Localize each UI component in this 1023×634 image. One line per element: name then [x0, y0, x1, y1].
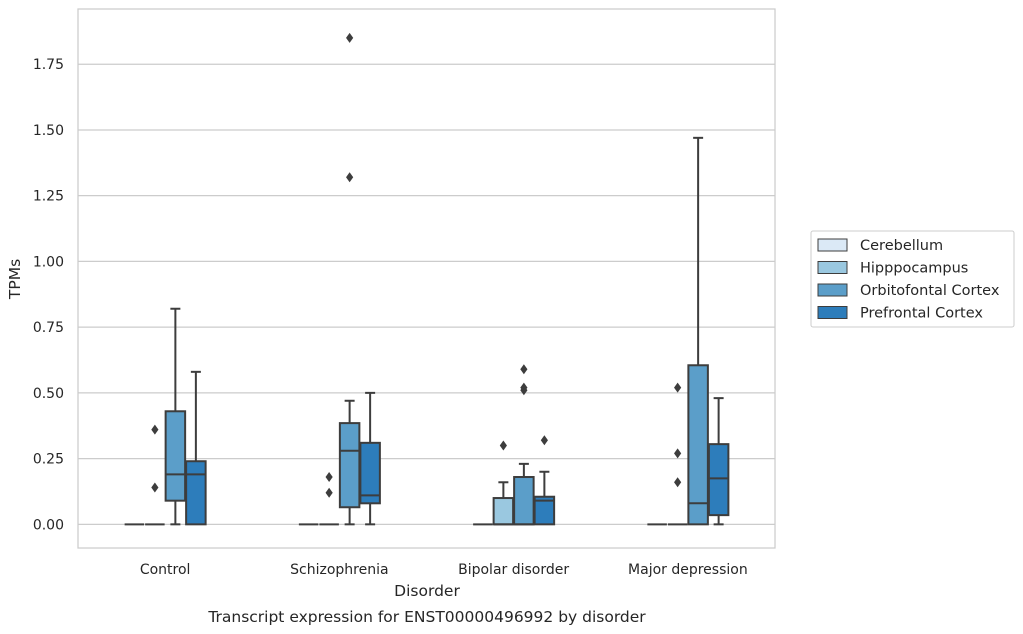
- legend-swatch: [817, 238, 848, 252]
- outlier-point: [325, 487, 333, 498]
- y-tick-label: 1.25: [33, 189, 64, 205]
- y-tick-label: 1.75: [33, 57, 64, 73]
- legend-frame: [810, 230, 1015, 328]
- outlier-point: [346, 32, 354, 43]
- x-tick-labels: Control Schizophrenia Bipolar disorder Majo…: [140, 562, 748, 578]
- y-tick-label: 0.75: [33, 320, 64, 336]
- box: [492, 497, 515, 526]
- box-plot: [164, 307, 187, 526]
- x-axis-title: Disorder: [394, 582, 460, 600]
- x-tick-label: Control: [140, 562, 191, 578]
- outlier-point: [540, 435, 548, 446]
- y-axis-title: TPMs: [6, 259, 24, 300]
- box-plot: [667, 382, 688, 526]
- x-tick-label: Major depression: [628, 562, 748, 578]
- box: [687, 364, 709, 526]
- box: [513, 476, 535, 526]
- legend: Cerebellum Hipppocampus Orbitofontal Corte…: [810, 230, 1015, 328]
- y-tick-label: 0.25: [33, 452, 64, 468]
- box-plot: [513, 364, 535, 526]
- legend-swatch: [817, 283, 848, 297]
- box-plot: [319, 472, 339, 526]
- box-plot: [185, 370, 207, 526]
- box-plot: [687, 136, 709, 526]
- outlier-point: [499, 440, 507, 451]
- legend-label: Orbitofontal Cortex: [860, 283, 1000, 299]
- box: [185, 460, 207, 526]
- y-tick-label: 0.50: [33, 386, 64, 402]
- box: [338, 422, 361, 509]
- legend-swatch: [817, 261, 848, 274]
- x-tick-label: Bipolar disorder: [458, 562, 569, 578]
- legend-label: Hipppocampus: [860, 261, 968, 277]
- box: [533, 495, 556, 526]
- outlier-point: [151, 424, 159, 435]
- box-plot: [338, 32, 361, 526]
- legend-label: Prefrontal Cortex: [860, 306, 983, 322]
- box-groups: [124, 32, 730, 526]
- box-plot: [492, 440, 515, 526]
- legend-label: Cerebellum: [860, 238, 943, 254]
- outlier-point: [151, 482, 159, 493]
- y-tick-label: 0.00: [33, 517, 64, 533]
- plot-frame: [77, 8, 776, 549]
- x-tick-label: Schizophrenia: [290, 562, 388, 578]
- outlier-point: [325, 472, 333, 483]
- outlier-point: [346, 172, 354, 183]
- y-tick-labels: 0.00 0.25 0.50 0.75 1.00 1.25 1.50 1.75: [33, 57, 64, 533]
- outlier-point: [520, 364, 528, 375]
- box-plot: [145, 424, 165, 526]
- box-plot: [707, 397, 730, 526]
- box: [164, 410, 187, 502]
- box-plot: [359, 391, 381, 526]
- chart-caption: Transcript expression for ENST0000049699…: [207, 608, 646, 626]
- y-tick-label: 1.50: [33, 123, 64, 139]
- box: [707, 443, 730, 517]
- outlier-point: [674, 382, 682, 393]
- legend-swatch: [817, 306, 848, 319]
- box-plot: [533, 435, 556, 526]
- outlier-point: [520, 382, 528, 393]
- y-tick-label: 1.00: [33, 254, 64, 270]
- box: [359, 441, 381, 505]
- outlier-point: [674, 448, 682, 459]
- outlier-point: [674, 477, 682, 488]
